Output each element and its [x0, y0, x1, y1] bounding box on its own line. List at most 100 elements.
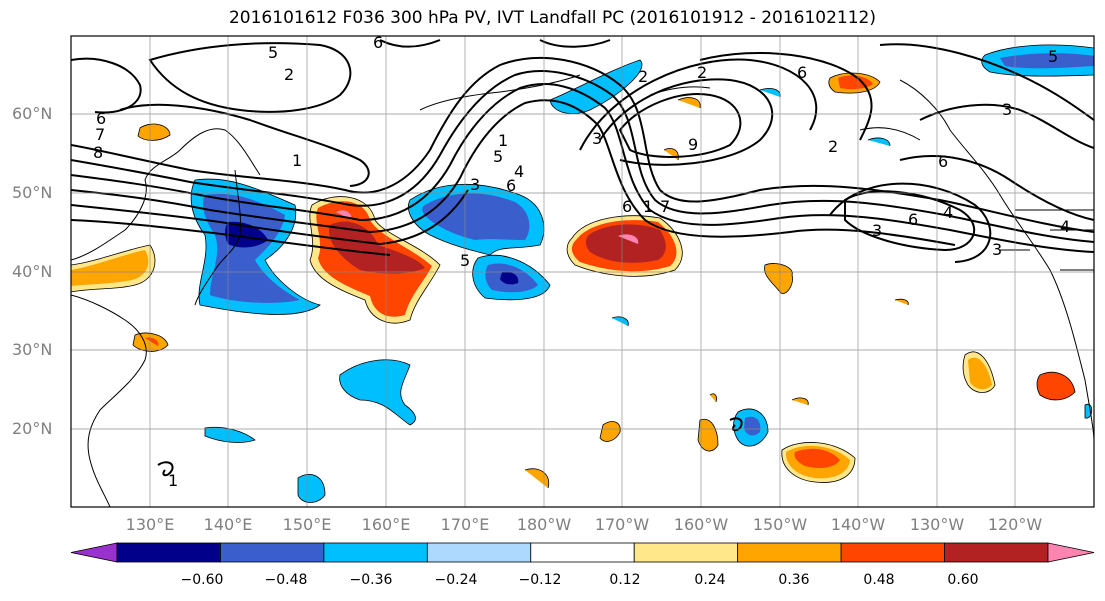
colorbar-tick-label: −0.12 [518, 572, 562, 588]
contour-label: 4 [514, 162, 524, 181]
colorbar-bin [737, 542, 842, 563]
contour-label: 7 [95, 125, 105, 144]
colorbar-tick-label: −0.60 [180, 572, 224, 588]
contour-label: 1 [643, 197, 653, 216]
contour-label: 2 [697, 63, 707, 82]
lat-label-40n: 40°N [12, 262, 53, 281]
colorbar-bin [633, 542, 739, 563]
lon-label-170e: 170°E [440, 515, 490, 534]
pv-negative-subtrop-2 [204, 426, 256, 443]
colorbar-tick-label: −0.24 [434, 572, 478, 588]
lat-label-30n: 30°N [12, 340, 53, 359]
pv-positive-mexico-orange [968, 357, 992, 390]
lon-label-140e: 140°E [203, 515, 253, 534]
lon-label-140w: 140°W [830, 515, 886, 534]
pv-positive-baja [1036, 371, 1076, 401]
contour-label: 6 [373, 33, 383, 52]
lon-label-130w: 130°W [909, 515, 965, 534]
pv-negative-ne-inner [1000, 53, 1094, 69]
colorbar-bin [530, 542, 635, 563]
pv-positive-sub-4-red [794, 448, 840, 468]
pv-negative-japan-inner [203, 193, 300, 303]
pv-positive-okinawa-core [145, 337, 159, 346]
contour-labels: 5 6 2 6 7 8 1 1 5 6 4 3 5 1 6 7 2 6 2 9 … [93, 33, 1070, 490]
colorbar-bin [944, 542, 1049, 563]
pv-positive-small-a [894, 298, 909, 306]
colorbar-bin [323, 542, 428, 563]
contour-label: 2 [638, 67, 648, 86]
contour-label: 4 [943, 203, 953, 222]
pv-positive-sub-2 [599, 421, 621, 442]
contour-label: 2 [284, 65, 294, 84]
contour-label: 4 [1060, 217, 1070, 236]
contour-label: 6 [908, 210, 918, 229]
lat-label-60n: 60°N [12, 104, 53, 123]
pv-negative-small-2 [867, 137, 891, 147]
contour-label: 6 [506, 176, 516, 195]
pv-positive-sakhalin [137, 123, 171, 141]
map-frame [70, 35, 1095, 508]
lon-label-170w: 170°W [594, 515, 650, 534]
lon-label-130e: 130°E [125, 515, 175, 534]
gridlines [71, 36, 1094, 507]
colorbar-bin [116, 542, 221, 563]
colorbar-tick-label: −0.48 [264, 572, 308, 588]
pv-negative-subtrop-3 [297, 474, 326, 503]
pv-positive-small-c [709, 393, 717, 403]
contour-label: 1 [292, 151, 302, 170]
lon-label-120w: 120°W [987, 515, 1043, 534]
pv-positive-kuril-red [329, 221, 425, 274]
contour-label: 8 [93, 143, 103, 162]
small-contours [157, 417, 743, 477]
colorbar-tick-label: 0.48 [863, 572, 895, 588]
contour-label: 3 [872, 221, 882, 240]
contour-label: 6 [96, 109, 106, 128]
contour-label: 5 [268, 43, 278, 62]
map-plot-area: 5 6 2 6 7 8 1 1 5 6 4 3 5 1 6 7 2 6 2 9 … [71, 33, 1094, 507]
pv-positive-ak-1 [677, 97, 701, 109]
pv-negative-hawaii-north-core [500, 271, 519, 285]
colorbar-extend-min [70, 542, 118, 563]
lon-label-180w: 180°W [516, 515, 572, 534]
contour-label: 3 [1002, 100, 1012, 119]
contour-label: 2 [828, 137, 838, 156]
pv-positive-china-orange [71, 250, 149, 286]
pv-negative-subtrop-4-inner [744, 416, 761, 436]
colorbar-tick-label: 0.12 [609, 572, 641, 588]
colorbar-bin [220, 542, 325, 563]
colorbar-extend-max [1047, 542, 1095, 563]
pv-contours [71, 39, 1094, 263]
colorbar-tick-label: 0.60 [947, 572, 979, 588]
contour-label: 1 [498, 131, 508, 150]
lat-label-50n: 50°N [12, 183, 53, 202]
lon-label-150w: 150°W [752, 515, 808, 534]
contour-label: 5 [1048, 47, 1058, 66]
pv-negative-subtrop-1 [339, 359, 416, 426]
contour-label: 6 [938, 152, 948, 171]
contour-label: 1 [168, 471, 178, 490]
colorbar [70, 542, 1095, 563]
lon-label-150e: 150°E [282, 515, 332, 534]
pv-positive-central-pink [618, 234, 639, 244]
colorbar-tick-label: 0.36 [778, 572, 810, 588]
pv-negative-small-1 [611, 316, 629, 327]
contour-label: 3 [592, 129, 602, 148]
pv-positive-gulf [764, 263, 793, 294]
contour-label: 3 [992, 240, 1002, 259]
colorbar-bin [426, 542, 532, 563]
lon-label-160w: 160°W [673, 515, 729, 534]
lat-label-20n: 20°N [12, 419, 53, 438]
colorbar-bin [840, 542, 945, 563]
contour-label: 9 [688, 135, 698, 154]
pv-negative-nwpac-inner [422, 193, 530, 240]
map-title: 2016101612 F036 300 hPa PV, IVT Landfall… [228, 8, 876, 28]
contour-label: 6 [622, 197, 632, 216]
contour-label: 3 [470, 175, 480, 194]
colorbar-tick-label: 0.24 [694, 572, 726, 588]
contour-label: 6 [797, 63, 807, 82]
lon-label-160e: 160°E [361, 515, 411, 534]
pv-positive-small-b [791, 397, 809, 406]
coastlines [71, 74, 1094, 507]
contour-label: 5 [460, 251, 470, 270]
